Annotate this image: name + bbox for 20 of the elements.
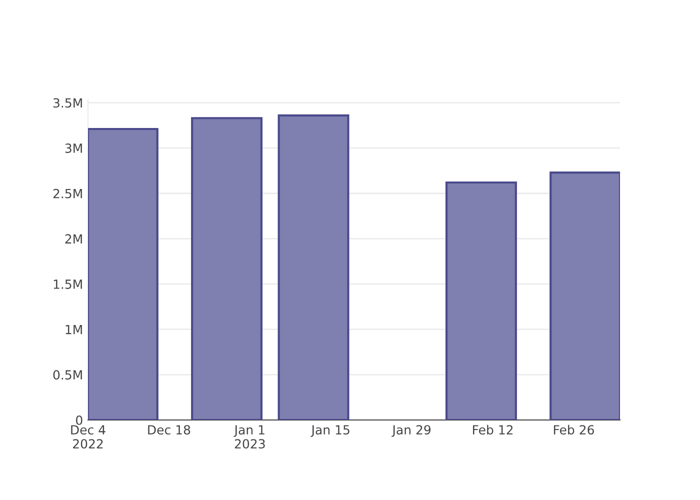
y-tick-label: 2.5M xyxy=(53,188,82,198)
bar xyxy=(445,181,517,420)
bar xyxy=(550,171,620,420)
x-tick-label: Jan 29 xyxy=(392,425,431,437)
bar xyxy=(191,117,263,420)
x-tick-label: Jan 1 2023 xyxy=(234,425,265,449)
y-tick-label: 3.5M xyxy=(53,98,82,108)
bar xyxy=(88,128,158,420)
x-tick-label: Dec 18 xyxy=(148,425,190,435)
x-tick-label: Feb 12 xyxy=(473,424,513,435)
y-tick-label: 1.5M xyxy=(54,280,82,289)
y-tick-label: 2M xyxy=(65,234,82,244)
y-tick-label: 1M xyxy=(66,324,82,334)
x-tick-label: Dec 4 2022 xyxy=(71,425,106,449)
y-tick-label: 0.5M xyxy=(53,370,82,380)
y-tick-label: 3M xyxy=(65,144,82,153)
x-tick-label: Jan 15 xyxy=(310,425,350,437)
y-tick-label: 0 xyxy=(76,415,82,425)
x-tick-label: Feb 26 xyxy=(554,424,594,435)
bar xyxy=(278,114,350,420)
